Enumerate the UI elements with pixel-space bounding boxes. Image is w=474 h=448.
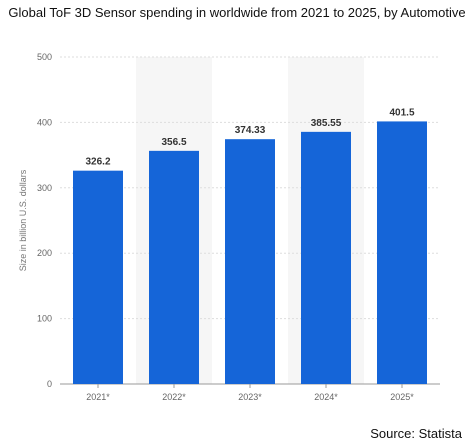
bar <box>377 121 427 384</box>
x-tick-label: 2025* <box>390 392 414 402</box>
y-tick-label: 400 <box>37 117 52 127</box>
data-label: 385.55 <box>311 118 342 129</box>
data-label: 401.5 <box>389 107 414 118</box>
y-axis-label: Size in billion U.S. dollars <box>18 169 28 271</box>
y-tick-label: 100 <box>37 314 52 324</box>
bar <box>225 139 275 384</box>
chart-title: Global ToF 3D Sensor spending in worldwi… <box>8 5 466 20</box>
bar <box>149 150 199 384</box>
y-tick-label: 500 <box>37 52 52 62</box>
data-label: 326.2 <box>85 157 110 168</box>
y-tick-label: 0 <box>47 379 52 389</box>
x-tick-label: 2024* <box>314 392 338 402</box>
source-note: Source: Statista <box>370 426 462 441</box>
data-label: 356.5 <box>161 137 186 148</box>
x-tick-label: 2023* <box>238 392 262 402</box>
bar <box>301 131 351 384</box>
x-tick-label: 2022* <box>162 392 186 402</box>
x-tick-label: 2021* <box>86 392 110 402</box>
y-tick-label: 300 <box>37 183 52 193</box>
y-tick-label: 200 <box>37 248 52 258</box>
data-label: 374.33 <box>235 125 266 136</box>
bar <box>73 170 123 384</box>
